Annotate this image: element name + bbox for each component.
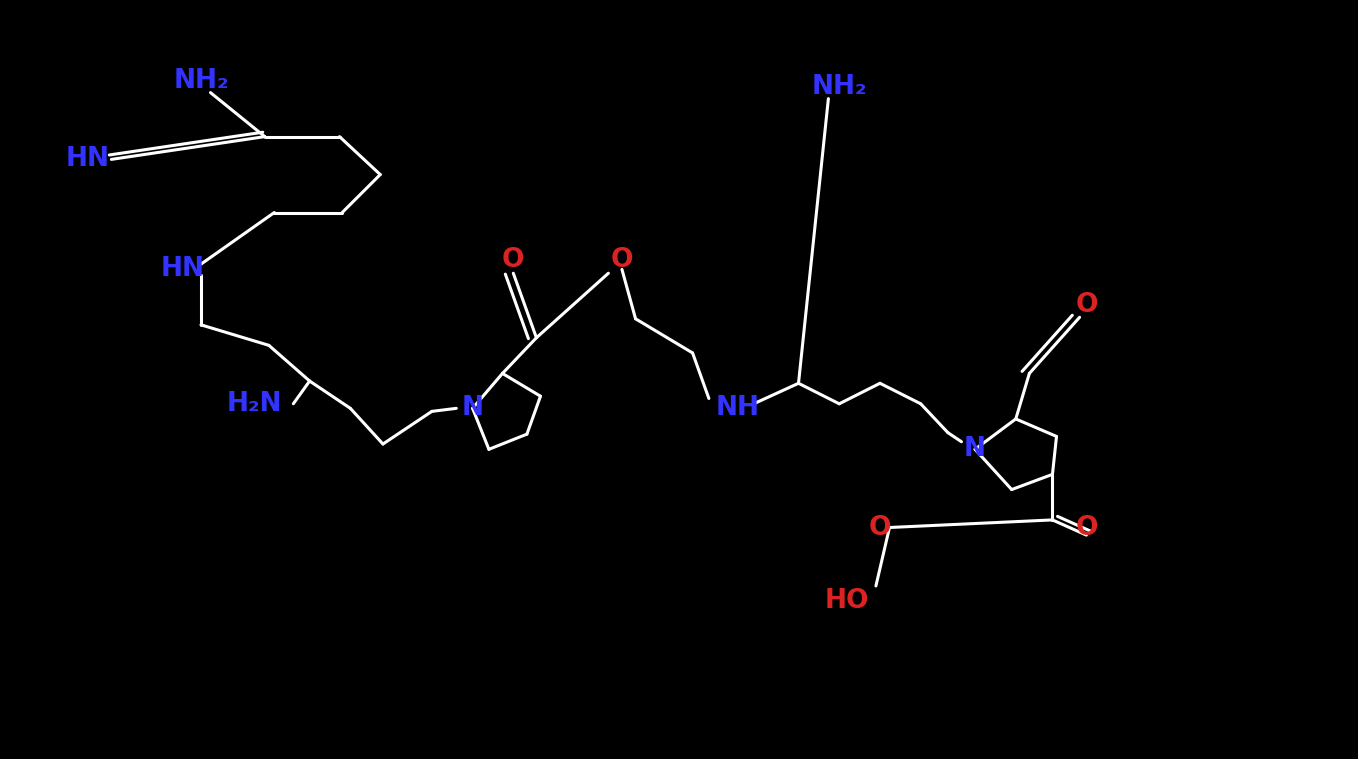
Text: HN: HN xyxy=(65,146,109,172)
Text: NH₂: NH₂ xyxy=(174,68,228,94)
Text: NH: NH xyxy=(716,395,759,421)
Text: O: O xyxy=(611,247,633,272)
Text: N: N xyxy=(964,436,986,462)
Text: O: O xyxy=(502,247,524,272)
Text: HN: HN xyxy=(160,257,204,282)
Text: N: N xyxy=(462,395,483,421)
Text: HO: HO xyxy=(824,588,869,614)
Text: O: O xyxy=(869,515,891,540)
Text: H₂N: H₂N xyxy=(227,391,282,417)
Text: O: O xyxy=(1076,292,1097,318)
Text: O: O xyxy=(1076,515,1097,540)
Text: NH₂: NH₂ xyxy=(812,74,866,100)
